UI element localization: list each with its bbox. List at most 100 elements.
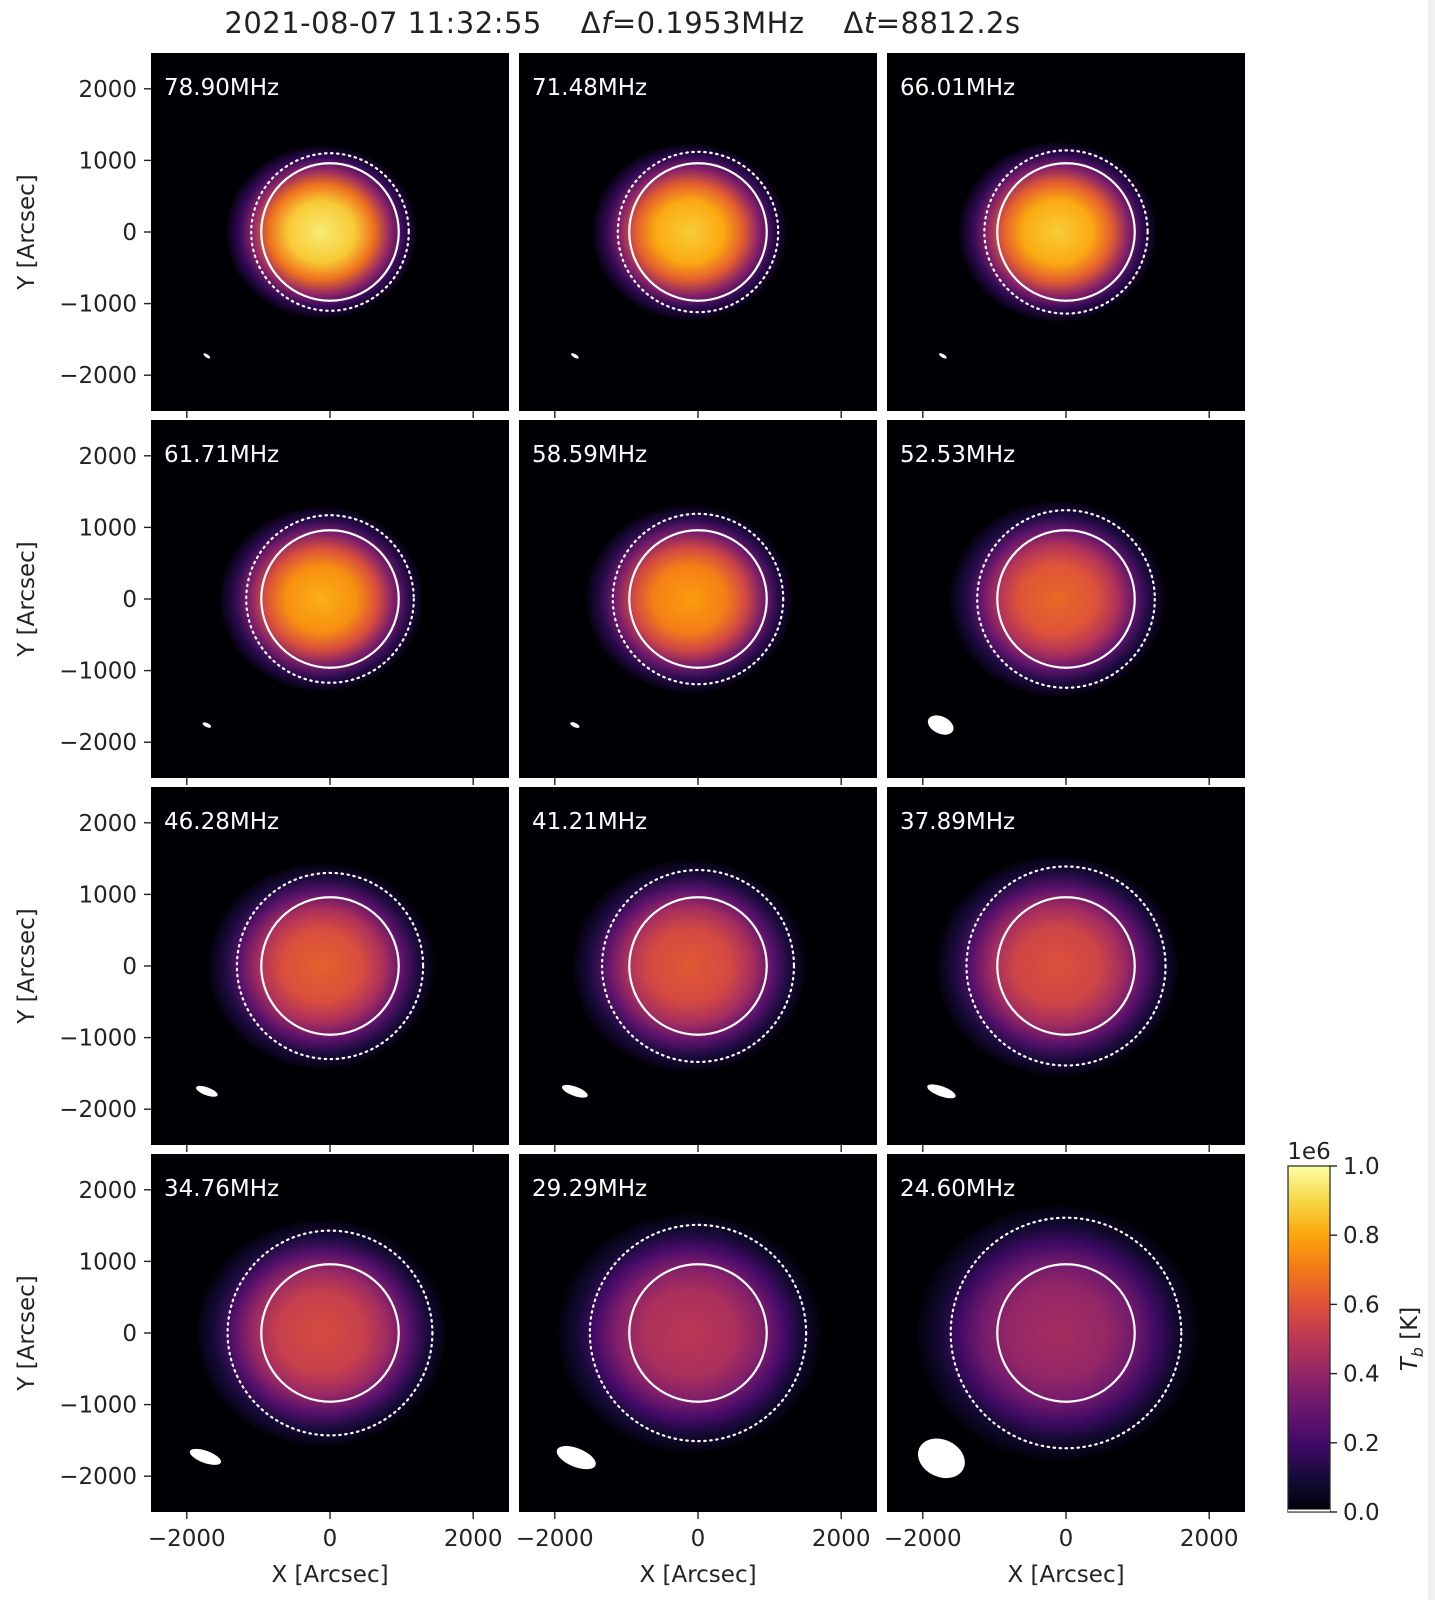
y-tick-label: 2000: [78, 1178, 137, 1204]
y-tick-label: 0: [122, 220, 137, 246]
colorbar-tick-label: 0.8: [1343, 1223, 1380, 1249]
y-tick-label: −1000: [59, 659, 137, 685]
x-axis-label: X [Arcsec]: [639, 1562, 756, 1588]
dotted-contour-circle: [616, 150, 780, 314]
y-tick-label: −2000: [59, 1097, 137, 1123]
y-tick-label: −1000: [59, 1393, 137, 1419]
beam-ellipse: [927, 1084, 956, 1099]
panel-freq-label: 24.60MHz: [900, 1176, 1015, 1202]
emission-blob: [558, 1214, 821, 1452]
x-tick-label: 2000: [1180, 1526, 1239, 1552]
emission-map: [917, 1206, 1197, 1460]
x-tick-label: 0: [691, 1526, 706, 1552]
solar-disk-circle: [260, 162, 400, 302]
x-tick-label: 2000: [812, 1526, 871, 1552]
solar-disk-circle: [260, 1263, 400, 1403]
panel-0: 78.90MHz: [144, 53, 509, 418]
emission-blob: [220, 507, 423, 691]
scroll-edge: [1428, 0, 1435, 1600]
title-dt-symbol: Δ: [843, 6, 864, 40]
x-tick-label: −2000: [884, 1526, 962, 1552]
title-df-value: =0.1953MHz: [611, 6, 805, 40]
x-tick-label: 0: [1059, 1526, 1074, 1552]
panel-freq-label: 78.90MHz: [164, 75, 279, 101]
x-tick-label: 0: [323, 1526, 338, 1552]
title-df-var: f: [601, 6, 612, 40]
emission-map: [950, 501, 1165, 697]
emission-map: [573, 860, 806, 1072]
panel-freq-label: 61.71MHz: [164, 442, 279, 468]
dotted-contour-circle: [226, 1229, 434, 1437]
colorbar-label-main: T: [1397, 1355, 1423, 1371]
colorbar-multiplier: 1e6: [1287, 1139, 1330, 1165]
panel-freq-label: 37.89MHz: [900, 809, 1015, 835]
panel-freq-label: 29.29MHz: [532, 1176, 647, 1202]
solar-disk-circle: [628, 162, 768, 302]
y-tick-label: −2000: [59, 1464, 137, 1490]
emission-blob: [208, 863, 434, 1069]
dotted-contour-circle: [965, 865, 1167, 1067]
emission-blob: [226, 145, 417, 319]
solar-disk-circle: [628, 529, 768, 669]
y-axis-label: Y [Arcsec]: [14, 908, 40, 1024]
emission-map: [586, 505, 793, 693]
emission-map: [226, 145, 417, 319]
solar-disk-circle: [996, 162, 1136, 302]
beam-ellipse: [203, 353, 211, 359]
panel-2: 66.01MHz: [887, 53, 1245, 418]
y-tick-label: 2000: [78, 811, 137, 837]
emission-blob: [592, 143, 787, 321]
colorbar-tick-label: 1.0: [1343, 1154, 1380, 1180]
panel-freq-label: 66.01MHz: [900, 75, 1015, 101]
panel-freq-label: 34.76MHz: [164, 1176, 279, 1202]
panel-freq-label: 46.28MHz: [164, 809, 279, 835]
solar-disk-circle: [628, 1263, 768, 1403]
x-tick-label: −2000: [148, 1526, 226, 1552]
solar-disk-circle: [628, 896, 768, 1036]
beam-ellipse: [939, 353, 947, 359]
y-tick-label: 0: [122, 954, 137, 980]
axes-labels: −2000 −1000 0 1000 2000 Y [Arcsec] −2000 −1000 0…: [14, 77, 1238, 1588]
emission-map: [592, 143, 787, 321]
title-datetime: 2021-08-07 11:32:55: [224, 6, 542, 40]
emission-map: [937, 856, 1178, 1076]
y-tick-label: −2000: [59, 363, 137, 389]
title-df-symbol: Δ: [580, 6, 602, 40]
beam-ellipse: [927, 715, 954, 735]
x-axis-label: X [Arcsec]: [271, 1562, 388, 1588]
y-tick-label: 0: [122, 587, 137, 613]
solar-disk-circle: [260, 896, 400, 1036]
emission-map: [220, 507, 423, 691]
beam-ellipse: [202, 722, 212, 728]
colorbar-tick-label: 0.4: [1343, 1362, 1380, 1388]
y-tick-label: −1000: [59, 292, 137, 318]
panel-grid: 78.90MHz 71.48MHz 66.01MHz 61.71MHz 58.59MHz…: [144, 53, 1245, 1519]
emission-map: [208, 863, 434, 1069]
panel-3: 61.71MHz: [144, 420, 509, 785]
colorbar-tick-label: 0.0: [1343, 1500, 1380, 1526]
panel-8: 37.89MHz: [887, 787, 1245, 1152]
y-tick-label: 1000: [78, 1249, 137, 1275]
y-tick-label: 1000: [78, 882, 137, 908]
panel-4: 58.59MHz: [519, 420, 877, 785]
y-tick-label: 2000: [78, 77, 137, 103]
beam-ellipse: [571, 353, 579, 359]
y-tick-label: −1000: [59, 1026, 137, 1052]
dotted-contour-circle: [611, 512, 785, 686]
beam-ellipse: [561, 1084, 588, 1098]
solar-disk-circle: [996, 896, 1136, 1036]
panel-5: 52.53MHz: [887, 420, 1245, 785]
panel-freq-label: 58.59MHz: [532, 442, 647, 468]
y-tick-label: 2000: [78, 444, 137, 470]
dotted-contour-circle: [949, 1216, 1183, 1450]
emission-blob: [917, 1206, 1197, 1460]
y-tick-label: −2000: [59, 730, 137, 756]
dotted-contour-circle: [600, 868, 796, 1064]
y-axis-label: Y [Arcsec]: [14, 1275, 40, 1391]
x-tick-label: 2000: [444, 1526, 503, 1552]
title-dt-value: =8812.2s: [875, 6, 1021, 40]
solar-disk-circle: [996, 529, 1136, 669]
y-tick-label: 0: [122, 1321, 137, 1347]
emission-blob: [950, 501, 1165, 697]
y-tick-label: 1000: [78, 515, 137, 541]
